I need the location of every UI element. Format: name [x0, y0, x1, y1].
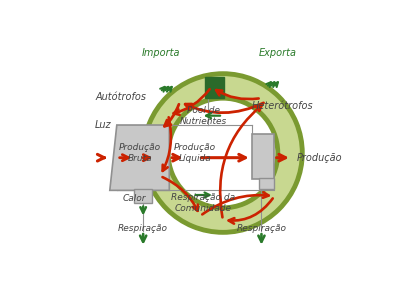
Text: Pool de
Nutrientes: Pool de Nutrientes: [179, 106, 226, 126]
Text: Exporta: Exporta: [258, 48, 296, 58]
Text: Produção: Produção: [296, 153, 341, 163]
Text: Respiração: Respiração: [118, 224, 168, 233]
Text: Produção
Bruta: Produção Bruta: [119, 143, 161, 163]
Text: Calor: Calor: [122, 194, 146, 203]
Polygon shape: [110, 125, 169, 190]
Text: Luz: Luz: [94, 120, 111, 130]
Text: Heterótrofos: Heterótrofos: [251, 101, 312, 112]
Text: Respiração da
Comunidade: Respiração da Comunidade: [171, 193, 235, 213]
FancyBboxPatch shape: [258, 178, 273, 189]
Text: Importa: Importa: [142, 48, 180, 58]
FancyBboxPatch shape: [134, 189, 151, 203]
Text: Respiração: Respiração: [236, 224, 286, 233]
FancyBboxPatch shape: [252, 134, 273, 179]
Wedge shape: [143, 74, 301, 232]
FancyBboxPatch shape: [205, 77, 224, 98]
Text: Autótrofos: Autótrofos: [96, 92, 146, 102]
Text: Produção
Líquida: Produção Líquida: [173, 143, 216, 163]
